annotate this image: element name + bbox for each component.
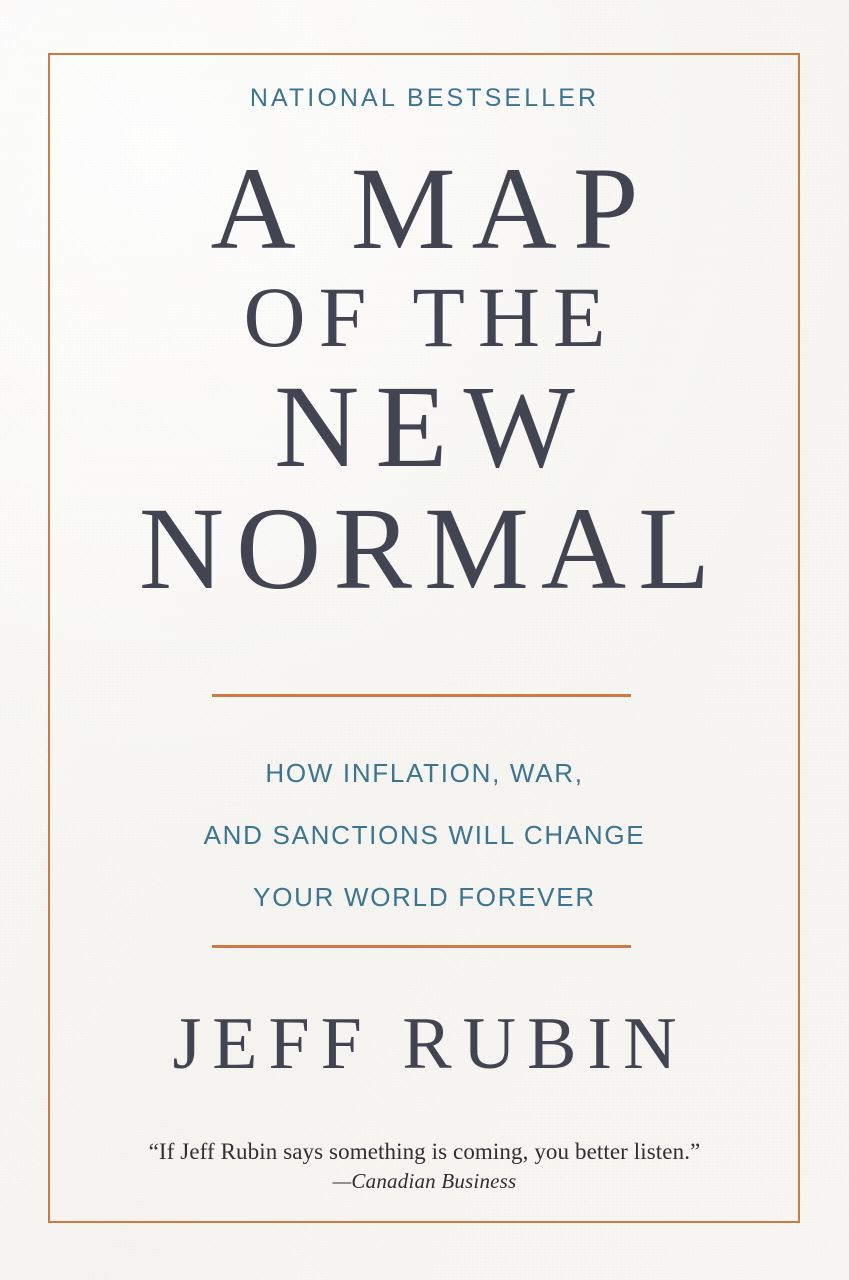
subtitle-line-1: HOW INFLATION, WAR, (265, 758, 584, 788)
book-subtitle: HOW INFLATION, WAR, AND SANCTIONS WILL C… (0, 742, 849, 928)
author-name: JEFF RUBIN (172, 1003, 688, 1085)
blurb-attribution: —Canadian Business (332, 1168, 517, 1193)
title-line-1: A MAP (210, 143, 655, 274)
subtitle-line-2: AND SANCTIONS WILL CHANGE (203, 820, 646, 850)
blurb-quote-text: “If Jeff Rubin says something is coming,… (148, 1139, 701, 1164)
review-blurb: “If Jeff Rubin says something is coming,… (0, 1138, 849, 1194)
title-line-2: OF THE (243, 269, 619, 365)
title-line-3: NEW (274, 361, 591, 492)
divider-rule-above-subtitle (212, 694, 631, 697)
title-line-4: NORMAL (138, 483, 723, 614)
subtitle-line-3: YOUR WORLD FOREVER (253, 882, 596, 912)
divider-rule-below-subtitle (212, 945, 631, 948)
book-title: A MAP OF THE NEW NORMAL (0, 150, 849, 608)
bestseller-badge: NATIONAL BESTSELLER (249, 84, 600, 112)
